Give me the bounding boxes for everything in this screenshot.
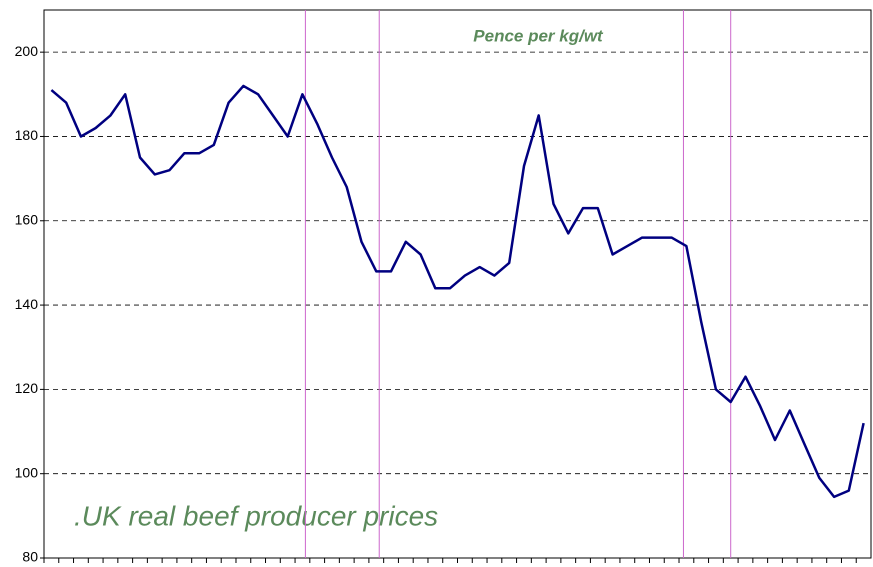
y-tick-label: 180	[15, 127, 39, 143]
y-tick-label: 160	[15, 211, 39, 227]
y-tick-label: 80	[22, 549, 38, 565]
y-tick-label: 120	[15, 380, 39, 396]
y-tick-label: 100	[15, 464, 39, 480]
annotation: .UK real beef producer prices	[74, 500, 438, 531]
plot-frame	[43, 9, 872, 559]
y-tick-label: 200	[15, 43, 39, 59]
y-tick-label: 140	[15, 296, 39, 312]
chart-title: Pence per kg/wt	[473, 26, 604, 45]
data-line	[50, 84, 865, 499]
